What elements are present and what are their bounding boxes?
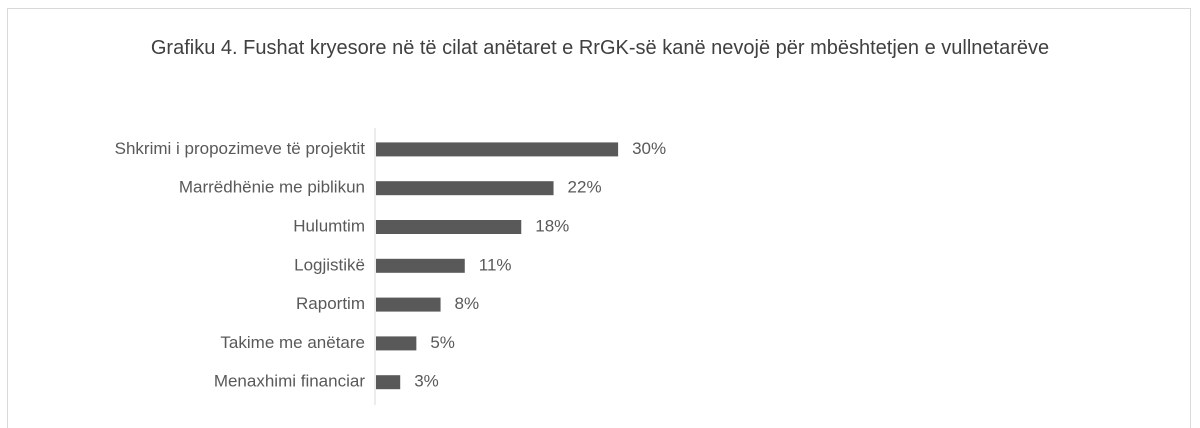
bar bbox=[376, 220, 522, 234]
bar bbox=[376, 142, 619, 157]
bar bbox=[376, 258, 465, 273]
data-label: 18% bbox=[535, 216, 569, 235]
data-label: 30% bbox=[632, 139, 666, 158]
data-label: 3% bbox=[414, 372, 439, 391]
data-label: 11% bbox=[479, 255, 512, 274]
y-tick-label: Logjistikë bbox=[294, 255, 365, 274]
bar bbox=[376, 336, 417, 351]
y-tick-label: Shkrimi i propozimeve të projektit bbox=[115, 139, 366, 158]
y-tick-label: Hulumtim bbox=[293, 216, 365, 235]
bar bbox=[376, 181, 554, 196]
bar bbox=[376, 297, 441, 312]
data-label: 22% bbox=[568, 178, 602, 197]
y-tick-label: Marrëdhënie me piblikun bbox=[179, 178, 365, 197]
y-tick-label: Menaxhimi financiar bbox=[214, 372, 366, 391]
y-tick-label: Takime me anëtare bbox=[220, 333, 365, 352]
data-label: 8% bbox=[455, 294, 480, 313]
y-tick-label: Raportim bbox=[296, 294, 365, 313]
chart-title: Grafiku 4. Fushat kryesore në të cilat a… bbox=[150, 37, 1050, 59]
chart-frame bbox=[7, 8, 1191, 428]
data-label: 5% bbox=[430, 333, 455, 352]
bar bbox=[376, 375, 401, 390]
